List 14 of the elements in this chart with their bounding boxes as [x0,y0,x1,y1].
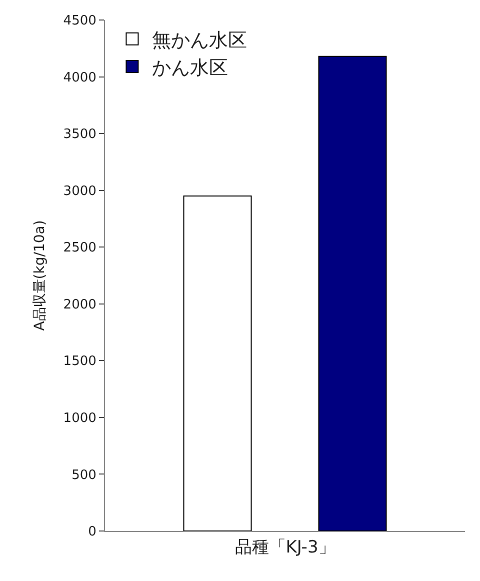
y-tick-label: 4000 [63,70,96,86]
y-tick-label: 2000 [63,297,96,312]
y-tick-label: 1000 [63,410,96,426]
y-tick-label: 4500 [63,14,96,29]
legend-label: 無かん水区 [152,29,248,52]
y-tick-label: 3500 [63,127,96,142]
legend-label: かん水区 [152,56,228,79]
y-axis-title: A品収量(kg/10a) [32,220,48,331]
y-tick-label: 1500 [63,354,96,370]
y-tick-label: 0 [88,524,96,540]
y-tick-label: 500 [72,468,96,483]
y-tick-label: 2500 [63,240,96,256]
x-tick-label: 品種「KJ-3」 [234,537,336,558]
y-tick-label: 3000 [63,184,96,199]
